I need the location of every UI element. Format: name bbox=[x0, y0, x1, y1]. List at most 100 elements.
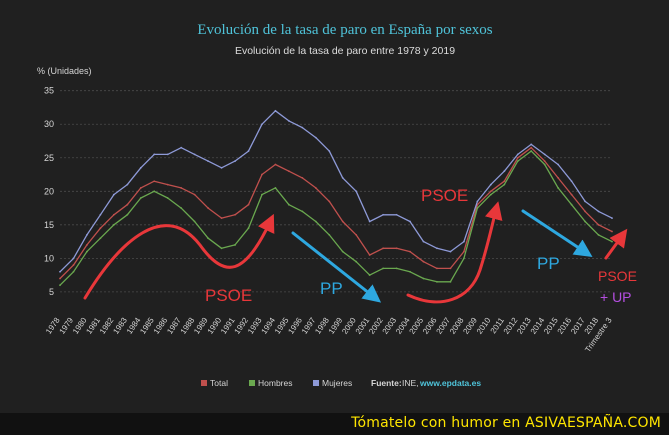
data-point bbox=[247, 203, 250, 206]
series-line-mujeres bbox=[59, 110, 613, 273]
data-point bbox=[516, 160, 519, 163]
legend-swatch-hombres bbox=[249, 380, 255, 386]
data-point bbox=[126, 183, 129, 186]
red-arrow-2 bbox=[406, 201, 503, 304]
data-point bbox=[570, 203, 573, 206]
data-point bbox=[207, 160, 209, 163]
data-point bbox=[180, 207, 183, 209]
chart-title: Evolución de la tasa de paro en España p… bbox=[197, 22, 492, 38]
data-point bbox=[463, 240, 465, 243]
data-point bbox=[261, 193, 263, 196]
data-point bbox=[489, 190, 492, 193]
data-point bbox=[207, 237, 209, 240]
annotation-arrows bbox=[83, 201, 628, 304]
data-point bbox=[463, 250, 465, 253]
legend: Total Hombres Mujeres Fuente: INE, www.e… bbox=[201, 378, 481, 388]
chart-subtitle: Evolución de la tasa de paro entre 1978 … bbox=[235, 45, 455, 57]
data-point bbox=[234, 160, 236, 163]
y-tick-label: 25 bbox=[44, 153, 54, 163]
legend-swatch-total bbox=[201, 380, 207, 386]
data-point bbox=[72, 257, 75, 260]
footer-text: Tómatelo con humor en ASIVAESPAÑA.COM bbox=[351, 415, 661, 431]
data-point bbox=[395, 247, 398, 250]
data-point bbox=[476, 207, 479, 209]
data-point bbox=[301, 126, 304, 129]
data-point bbox=[570, 193, 573, 196]
data-point bbox=[395, 213, 398, 216]
annotation-psoe-3: PSOE bbox=[598, 268, 637, 284]
data-point bbox=[153, 153, 156, 156]
data-point bbox=[395, 267, 398, 270]
data-point bbox=[220, 217, 223, 220]
data-point bbox=[597, 210, 600, 213]
data-point bbox=[247, 227, 250, 230]
annotation-psoe-1: PSOE bbox=[205, 286, 252, 305]
source-link[interactable]: www.epdata.es bbox=[419, 378, 481, 388]
data-point bbox=[274, 187, 277, 189]
x-tick-label: 2010 bbox=[475, 316, 493, 336]
data-point bbox=[530, 146, 533, 149]
data-point bbox=[274, 163, 277, 166]
data-point bbox=[570, 180, 573, 183]
data-point bbox=[476, 200, 479, 203]
data-point bbox=[449, 280, 452, 283]
data-point bbox=[368, 274, 371, 277]
data-point bbox=[611, 230, 613, 233]
data-point bbox=[153, 180, 156, 183]
data-point bbox=[72, 264, 75, 266]
data-point bbox=[449, 267, 452, 270]
data-point bbox=[341, 250, 344, 253]
data-point bbox=[557, 163, 560, 166]
data-point bbox=[301, 210, 304, 213]
data-point bbox=[59, 277, 61, 280]
source-label: Fuente: bbox=[371, 378, 402, 388]
y-axis-label: % (Unidades) bbox=[37, 66, 92, 76]
footer-banner: Tómatelo con humor en ASIVAESPAÑA.COM bbox=[0, 413, 669, 435]
data-point bbox=[503, 170, 506, 173]
data-point bbox=[341, 220, 344, 223]
y-axis-ticks: 5 10 15 20 25 30 35 bbox=[44, 86, 54, 297]
legend-label-total: Total bbox=[210, 378, 228, 388]
data-point bbox=[247, 150, 250, 152]
data-point bbox=[314, 136, 317, 139]
data-point bbox=[503, 180, 506, 183]
data-point bbox=[207, 207, 209, 209]
data-point bbox=[355, 233, 358, 236]
data-point bbox=[422, 240, 425, 243]
data-point bbox=[193, 193, 196, 196]
data-point bbox=[59, 270, 61, 273]
data-point bbox=[557, 187, 560, 189]
data-point bbox=[341, 176, 344, 179]
data-point bbox=[422, 260, 425, 263]
data-point bbox=[355, 260, 358, 263]
data-point bbox=[463, 257, 465, 260]
data-point bbox=[530, 143, 533, 146]
annotation-up: + UP bbox=[600, 289, 632, 305]
data-point bbox=[382, 247, 385, 250]
data-point bbox=[597, 223, 600, 226]
data-point bbox=[328, 150, 331, 152]
data-point bbox=[86, 244, 88, 246]
data-point bbox=[516, 153, 519, 156]
data-point bbox=[489, 193, 492, 196]
data-point bbox=[503, 183, 506, 186]
data-point bbox=[328, 233, 331, 236]
data-point bbox=[584, 200, 586, 203]
data-point bbox=[328, 200, 331, 203]
y-tick-label: 35 bbox=[44, 86, 54, 96]
data-point bbox=[449, 250, 452, 253]
data-point bbox=[584, 210, 586, 213]
y-tick-label: 20 bbox=[44, 186, 54, 196]
series-lines bbox=[59, 109, 613, 287]
data-point bbox=[543, 163, 546, 166]
legend-swatch-mujeres bbox=[313, 380, 319, 386]
y-tick-label: 5 bbox=[49, 287, 54, 297]
data-point bbox=[261, 173, 263, 176]
data-point bbox=[611, 217, 613, 220]
data-point bbox=[436, 280, 438, 283]
data-point bbox=[382, 213, 385, 216]
data-point bbox=[261, 123, 263, 126]
footer-site-link[interactable]: ASIVAESPAÑA.COM bbox=[525, 415, 661, 431]
data-point bbox=[409, 220, 411, 223]
